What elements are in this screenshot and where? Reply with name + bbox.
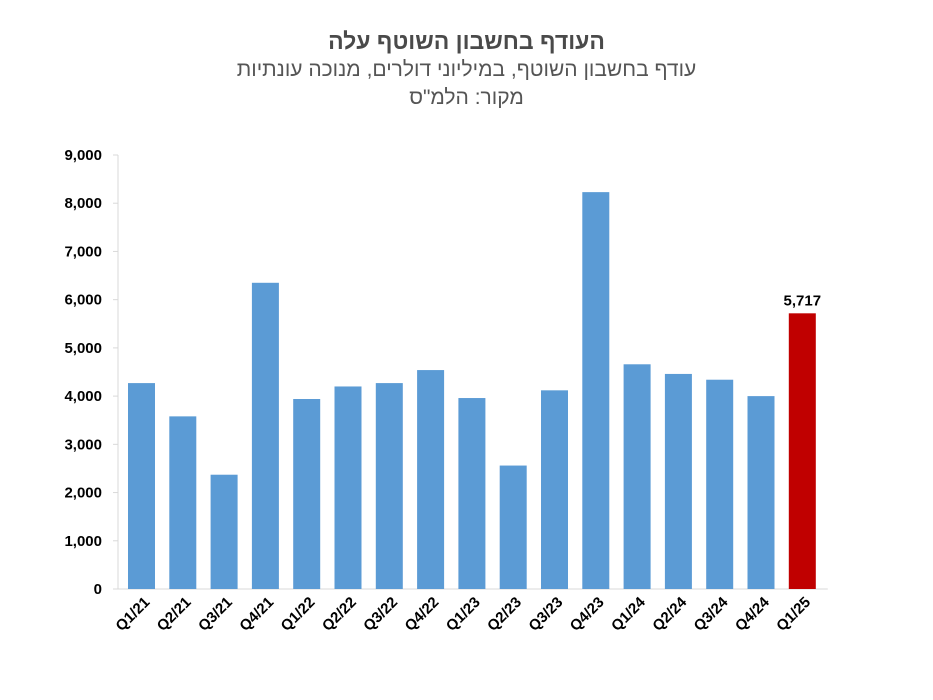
bar-Q1-25 [788,313,816,589]
chart-title: העודף בחשבון השוטף עלה [328,28,605,54]
y-tick-label: 6,000 [64,292,102,309]
x-tick-label: Q4/21 [236,594,277,635]
bar-Q1-24 [623,364,651,589]
chart-subtitle: עודף בחשבון השוטף, במיליוני דולרים, מנוכ… [236,58,697,81]
x-tick-label: Q2/21 [154,594,195,635]
x-tick-label: Q1/23 [443,594,484,635]
x-tick-label: Q2/22 [319,594,360,635]
bar-Q2-22 [334,386,362,589]
y-tick-label: 2,000 [64,485,102,502]
chart-source: מקור: הלמ"ס [409,86,524,109]
y-tick-label: 7,000 [64,243,102,260]
axes: 0 1,000 2,000 3,000 4,000 5,000 6,000 7,000 8,00… [64,147,828,598]
bar-Q4-21 [251,282,279,589]
bar-Q3-21 [210,474,238,589]
bar-Q2-24 [664,373,692,589]
y-tick-label: 4,000 [64,388,102,405]
bar-Q3-24 [706,379,734,589]
x-tick-label: Q3/24 [691,593,732,634]
y-tick-label: 8,000 [64,195,102,212]
bar-Q2-23 [499,465,527,589]
y-tick-label: 5,000 [64,340,102,357]
x-tick-label: Q1/25 [773,594,814,635]
x-tick-label: Q4/24 [732,593,773,634]
data-label: 5,717 [784,292,822,309]
y-tick-label: 9,000 [64,147,102,164]
bar-Q3-23 [541,390,568,589]
bar-Q4-22 [417,370,445,589]
x-tick-label: Q2/23 [484,594,525,635]
bar-Q4-24 [747,396,775,589]
x-tick-label: Q1/24 [608,593,649,634]
bar-Q4-23 [582,192,610,589]
bar-Q2-21 [169,416,197,589]
bar-Q1-21 [128,383,155,589]
x-tick-label: Q1/21 [112,594,153,635]
x-tick-label: Q4/23 [567,594,608,635]
y-tick-label: 3,000 [64,436,102,453]
x-tick-label: Q4/22 [402,594,443,635]
y-tick-label: 1,000 [64,533,102,550]
chart-header: העודף בחשבון השוטף עלה עודף בחשבון השוטף… [0,26,933,112]
x-tick-label: Q3/22 [360,594,401,635]
x-tick-label: Q2/24 [649,593,690,634]
bar-Q1-23 [458,398,486,589]
bar-Q3-22 [375,383,403,589]
y-tick-label: 0 [94,581,102,598]
x-tick-label: Q1/22 [278,594,319,635]
bars [128,192,816,589]
bar-Q1-22 [293,399,321,589]
x-tick-label: Q3/23 [525,594,566,635]
x-tick-label: Q3/21 [195,594,236,635]
